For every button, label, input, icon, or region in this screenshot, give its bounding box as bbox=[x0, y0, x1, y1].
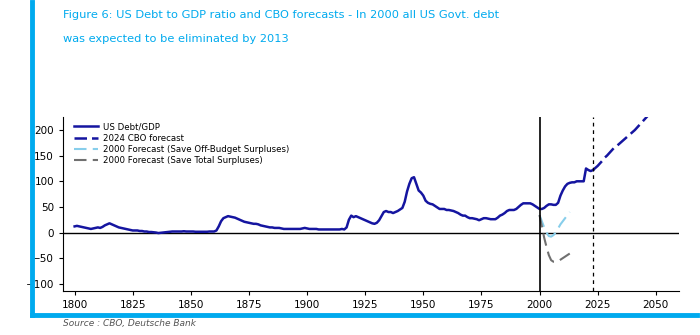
Text: Figure 6: US Debt to GDP ratio and CBO forecasts - In 2000 all US Govt. debt: Figure 6: US Debt to GDP ratio and CBO f… bbox=[63, 10, 499, 20]
Text: was expected to be eliminated by 2013: was expected to be eliminated by 2013 bbox=[63, 34, 288, 44]
Text: Source : CBO, Deutsche Bank: Source : CBO, Deutsche Bank bbox=[63, 319, 196, 328]
Legend: US Debt/GDP, 2024 CBO forecast, 2000 Forecast (Save Off-Budget Surpluses), 2000 : US Debt/GDP, 2024 CBO forecast, 2000 For… bbox=[74, 122, 290, 166]
